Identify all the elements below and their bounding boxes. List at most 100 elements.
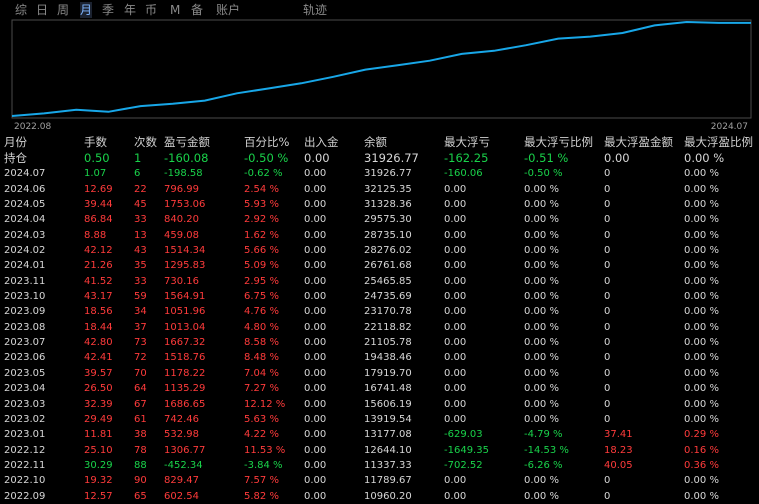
cell-max-float-profit: 0 [604, 212, 610, 227]
cell-month: 2024.03 [4, 228, 45, 243]
cell-profit: 730.16 [164, 274, 199, 289]
cell-balance: 21105.78 [364, 335, 412, 350]
cell-max-float-profit-pct: 0.00 % [684, 166, 719, 181]
cell-trades: 64 [134, 381, 147, 396]
tab-1[interactable]: 日 [36, 2, 48, 18]
cell-trades: 37 [134, 320, 147, 335]
cell-percent: 4.76 % [244, 304, 279, 319]
cell-balance: 13177.08 [364, 427, 412, 442]
cell-percent: 1.62 % [244, 228, 279, 243]
cell-lots: 0.50 [84, 151, 110, 166]
cell-profit: -452.34 [164, 458, 203, 473]
header-profit: 盈亏金额 [164, 134, 210, 151]
cell-deposit: 0.00 [304, 427, 326, 442]
cell-max-float-profit-pct: 0.00 % [684, 212, 719, 227]
cell-month: 2024.02 [4, 243, 45, 258]
table-header-row: 月份手数次数盈亏金额百分比%出入金余额最大浮亏最大浮亏比例最大浮盈金额最大浮盈比… [0, 134, 759, 151]
cell-lots: 86.84 [84, 212, 113, 227]
tab-5[interactable]: 年 [124, 2, 136, 18]
cell-deposit: 0.00 [304, 335, 326, 350]
cell-max-float-profit: 0 [604, 166, 610, 181]
cell-profit: 459.08 [164, 228, 199, 243]
cell-max-float-loss-pct: 0.00 % [524, 228, 559, 243]
tab-6[interactable]: 币 [145, 2, 157, 18]
cell-deposit: 0.00 [304, 443, 326, 458]
cell-month: 2022.11 [4, 458, 45, 473]
tab-7[interactable]: M [170, 2, 180, 18]
cell-deposit: 0.00 [304, 151, 330, 166]
cell-profit: 1051.96 [164, 304, 205, 319]
cell-percent: 8.48 % [244, 350, 279, 365]
cell-balance: 15606.19 [364, 397, 412, 412]
cell-profit: 532.98 [164, 427, 199, 442]
header-percent: 百分比% [244, 134, 289, 151]
cell-month: 2023.08 [4, 320, 45, 335]
cell-max-float-loss-pct: -14.53 % [524, 443, 569, 458]
cell-profit: -160.08 [164, 151, 208, 166]
cell-deposit: 0.00 [304, 366, 326, 381]
tab-9[interactable]: 账户 [216, 2, 240, 18]
cell-percent: 4.22 % [244, 427, 279, 442]
cell-max-float-loss: 0.00 [444, 412, 466, 427]
cell-max-float-profit: 0 [604, 289, 610, 304]
cell-lots: 1.07 [84, 166, 106, 181]
cell-balance: 26761.68 [364, 258, 412, 273]
cell-max-float-loss: 0.00 [444, 320, 466, 335]
cell-max-float-loss-pct: 0.00 % [524, 274, 559, 289]
tab-8[interactable]: 备 [191, 2, 203, 18]
cell-max-float-loss-pct: 0.00 % [524, 381, 559, 396]
tab-0[interactable]: 综 [15, 2, 27, 18]
cell-max-float-profit-pct: 0.00 % [684, 335, 719, 350]
monthly-stats-table: 月份手数次数盈亏金额百分比%出入金余额最大浮亏最大浮亏比例最大浮盈金额最大浮盈比… [0, 134, 759, 504]
header-deposit: 出入金 [304, 134, 339, 151]
cell-max-float-profit: 0 [604, 366, 610, 381]
cell-lots: 11.81 [84, 427, 113, 442]
cell-profit: 1514.34 [164, 243, 205, 258]
cell-trades: 78 [134, 443, 147, 458]
cell-lots: 18.56 [84, 304, 113, 319]
cell-max-float-profit-pct: 0.00 % [684, 304, 719, 319]
tab-2[interactable]: 周 [57, 2, 69, 18]
tab-3[interactable]: 月 [80, 2, 92, 18]
cell-month: 2023.03 [4, 397, 45, 412]
tab-4[interactable]: 季 [102, 2, 114, 18]
cell-max-float-loss: 0.00 [444, 350, 466, 365]
cell-max-float-loss: -1649.35 [444, 443, 489, 458]
tab-10[interactable]: 轨迹 [303, 2, 327, 18]
cell-deposit: 0.00 [304, 397, 326, 412]
equity-line [12, 22, 751, 116]
cell-month: 2022.09 [4, 489, 45, 504]
cell-deposit: 0.00 [304, 289, 326, 304]
cell-deposit: 0.00 [304, 412, 326, 427]
cell-profit: 1667.32 [164, 335, 205, 350]
cell-percent: 12.12 % [244, 397, 285, 412]
cell-lots: 41.52 [84, 274, 113, 289]
cell-lots: 26.50 [84, 381, 113, 396]
cell-max-float-profit-pct: 0.00 % [684, 258, 719, 273]
cell-percent: 8.58 % [244, 335, 279, 350]
header-max-float-loss-pct: 最大浮亏比例 [524, 134, 593, 151]
